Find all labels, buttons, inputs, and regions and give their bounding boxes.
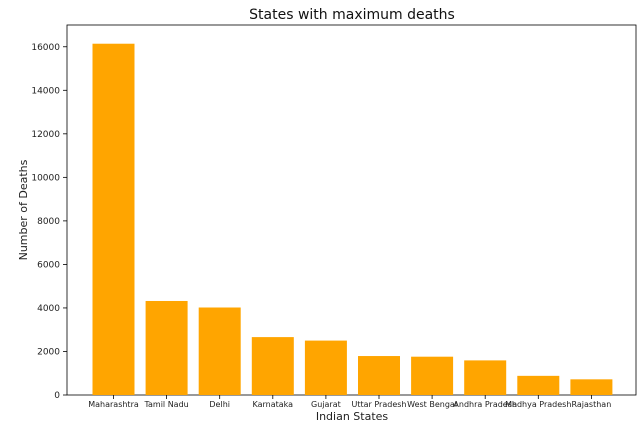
bars (92, 43, 613, 395)
plot-area (66, 24, 637, 396)
y-tick-label: 4000 (37, 304, 60, 314)
y-tick-label: 0 (54, 391, 60, 401)
bar (92, 43, 135, 395)
y-tick-label: 12000 (31, 130, 60, 140)
chart-title: States with maximum deaths (249, 7, 455, 23)
x-tick-label: Uttar Pradesh (352, 400, 407, 409)
y-axis-ticks: 0 2000 4000 6000 8000 10000 12000 14000 16000 (31, 43, 67, 401)
bar (304, 340, 347, 395)
y-tick-label: 16000 (31, 43, 60, 53)
x-axis-label: Indian States (316, 410, 389, 423)
y-tick-label: 10000 (31, 173, 60, 183)
y-axis-label: Number of Deaths (17, 159, 30, 260)
x-tick-label: Tamil Nadu (143, 400, 188, 409)
bar (251, 337, 294, 395)
bar (464, 360, 507, 395)
bar (358, 356, 400, 395)
x-tick-label: Rajasthan (572, 400, 612, 409)
bar (411, 356, 454, 395)
bar (198, 307, 241, 395)
bar (517, 375, 560, 395)
x-tick-label: Delhi (209, 400, 230, 409)
y-tick-label: 14000 (31, 86, 60, 96)
x-tick-label: Karnataka (253, 400, 294, 409)
x-tick-label: Gujarat (311, 400, 341, 409)
x-tick-label: Maharashtra (88, 400, 139, 409)
x-axis-ticks: Maharashtra Tamil Nadu Delhi Karnataka Gujar… (88, 395, 611, 409)
y-tick-label: 2000 (37, 347, 60, 357)
y-tick-label: 8000 (37, 217, 60, 227)
y-tick-label: 6000 (37, 260, 60, 270)
x-tick-label: Andhra Pradesh (453, 400, 517, 409)
x-tick-label: Madhya Pradesh (505, 400, 571, 409)
bar (145, 300, 188, 395)
bar (570, 379, 613, 395)
x-tick-label: West Bengal (407, 400, 457, 409)
